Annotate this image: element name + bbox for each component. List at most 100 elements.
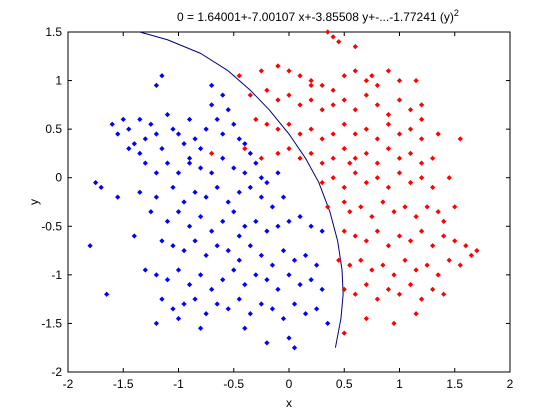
red-data-point [352,68,358,74]
blue-data-point [314,262,320,268]
blue-data-point [236,296,242,302]
blue-data-point [126,126,132,132]
blue-data-point [220,218,226,225]
blue-data-point [275,170,281,176]
red-data-point [446,257,452,263]
red-data-point [308,126,314,132]
plot-area [67,31,511,373]
blue-data-point [302,311,309,317]
red-data-point [258,68,264,74]
x-tick-label: -1 [173,377,184,391]
red-data-point [325,204,331,210]
red-data-point [418,296,425,302]
blue-data-point [159,238,165,244]
red-data-point [275,126,281,132]
blue-data-point [302,252,309,259]
blue-data-point [280,194,287,200]
red-data-point [441,291,447,297]
red-data-point [391,209,397,215]
y-tick-label: 0 [55,171,62,185]
red-data-point [330,102,336,108]
red-data-point [369,73,375,79]
red-data-point [352,131,358,137]
blue-data-point [220,155,226,161]
red-data-point [457,262,463,268]
blue-data-point [280,315,287,322]
red-data-point [430,155,436,161]
blue-data-point [175,131,182,137]
blue-data-point [264,340,270,346]
blue-data-point [253,272,259,278]
red-data-point [242,145,248,152]
red-data-point [369,267,375,273]
blue-data-point [170,306,176,312]
blue-data-point [231,267,237,273]
blue-data-point [275,223,281,229]
red-data-point [396,291,403,297]
blue-data-point [242,325,248,331]
red-data-point [385,145,392,152]
boundary-layer [139,31,344,348]
blue-data-point [314,306,320,312]
red-data-point [297,131,303,137]
red-data-point [374,136,381,142]
red-data-point [391,320,397,327]
y-tick-label: -1.5 [41,316,62,330]
red-data-point [341,145,347,152]
blue-data-point [197,325,204,331]
x-tick-label: -1.5 [113,377,134,391]
red-data-point [418,136,425,142]
red-data-point [374,160,381,166]
red-data-point [325,29,331,35]
blue-data-point [264,179,270,186]
red-data-point [374,296,381,302]
blue-data-point [192,296,198,302]
red-data-point [297,102,303,108]
red-data-point [363,315,369,322]
blue-data-point [175,170,182,176]
y-tick-label: 0.5 [45,122,62,136]
red-data-point [374,175,381,181]
blue-data-point [153,170,160,176]
red-data-point [402,204,408,210]
blue-data-point [214,116,220,123]
blue-data-point [264,228,270,234]
blue-data-point [164,160,171,166]
y-tick-label: -0.5 [41,219,62,233]
blue-data-point [186,116,193,123]
red-data-point [341,121,347,127]
chart-title: 0 = 1.64001+-7.00107 x+-3.85508 y+-...-1… [177,8,459,24]
red-data-point [369,213,375,220]
red-data-point [341,286,347,293]
red-data-point [341,330,347,336]
blue-data-point [159,73,165,79]
blue-data-point [197,213,204,220]
blue-data-point [192,189,198,195]
y-tick-label: 1.5 [45,25,62,39]
blue-data-point [209,82,215,89]
x-tick-label: 2 [507,377,514,391]
red-data-point [319,82,325,89]
blue-data-point [269,204,276,210]
red-data-point [347,262,353,268]
red-data-point [275,150,281,157]
blue-data-point [170,243,176,249]
red-data-point [418,116,425,123]
red-data-point [247,92,253,98]
blue-data-point [109,121,115,127]
red-data-point [286,68,292,74]
blue-data-point [258,252,264,259]
blue-data-point [214,184,220,191]
red-data-point [363,179,369,186]
points-layer [87,29,480,351]
red-data-point [308,82,314,89]
blue-data-point [242,170,248,176]
blue-data-point [87,243,93,249]
red-data-point [407,150,414,157]
blue-data-point [164,218,171,225]
red-data-point [413,77,419,84]
red-data-point [330,175,336,181]
blue-data-point [164,277,171,283]
red-data-point [418,228,425,234]
